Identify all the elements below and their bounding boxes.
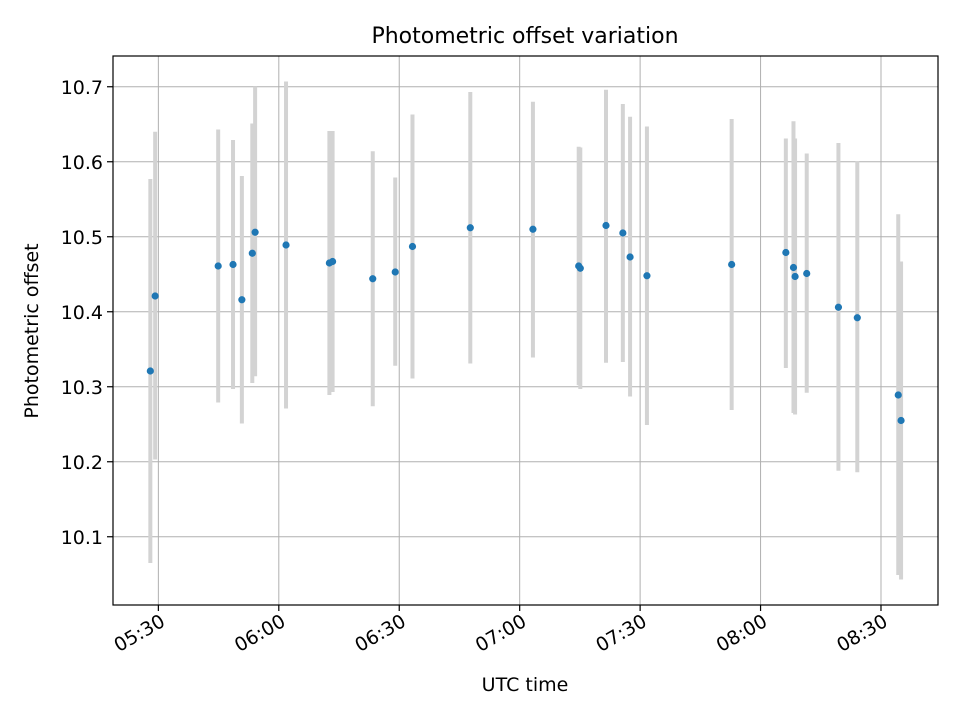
y-tick-label: 10.7 xyxy=(61,77,103,99)
data-point xyxy=(248,249,256,257)
data-point xyxy=(408,242,417,251)
y-tick-label: 10.1 xyxy=(61,527,103,549)
chart-title: Photometric offset variation xyxy=(371,24,678,49)
x-tick-label: 05:30 xyxy=(110,610,168,656)
x-tick-label: 06:30 xyxy=(351,610,409,656)
y-tick-label: 10.4 xyxy=(61,302,103,324)
y-tick-label: 10.3 xyxy=(61,377,103,399)
y-axis-ticks: 10.1 10.2 10.3 10.4 10.5 10.6 10.7 xyxy=(61,77,113,549)
data-point xyxy=(466,224,474,232)
x-tick-label: 07:00 xyxy=(472,610,530,656)
data-point xyxy=(728,260,736,269)
data-point xyxy=(602,221,610,230)
data-point xyxy=(391,268,399,276)
data-point xyxy=(791,272,799,281)
x-axis-label: UTC time xyxy=(482,674,569,696)
x-axis-ticks: 05:30 06:00 06:30 07:00 07:30 08:00 08:30 xyxy=(110,605,891,657)
y-tick-label: 10.6 xyxy=(61,152,103,174)
data-point xyxy=(576,264,584,272)
data-points xyxy=(146,221,905,425)
data-point xyxy=(782,248,790,257)
x-tick-label: 08:00 xyxy=(713,610,771,656)
data-point xyxy=(251,228,259,236)
data-point xyxy=(282,241,290,249)
data-point xyxy=(238,296,246,304)
data-point xyxy=(214,262,222,270)
y-tick-label: 10.2 xyxy=(61,452,103,474)
data-point xyxy=(151,292,159,300)
data-point xyxy=(834,303,843,311)
data-point xyxy=(897,416,905,425)
data-point xyxy=(229,260,237,269)
y-axis-label: Photometric offset xyxy=(21,243,43,418)
error-bars xyxy=(148,81,904,580)
x-tick-label: 08:30 xyxy=(833,610,891,656)
data-point xyxy=(894,391,902,399)
data-point xyxy=(626,253,634,261)
x-tick-label: 06:00 xyxy=(231,610,289,656)
data-point xyxy=(369,275,377,283)
y-tick-label: 10.5 xyxy=(61,227,103,249)
data-point xyxy=(146,367,154,375)
grid xyxy=(113,56,938,605)
data-point xyxy=(529,225,537,233)
x-tick-label: 07:30 xyxy=(592,610,650,656)
data-point xyxy=(853,314,861,322)
plot-frame xyxy=(112,55,939,606)
data-point xyxy=(803,269,811,278)
data-point xyxy=(328,257,337,266)
data-point xyxy=(643,272,651,280)
data-point xyxy=(619,229,627,237)
data-point xyxy=(789,263,798,272)
